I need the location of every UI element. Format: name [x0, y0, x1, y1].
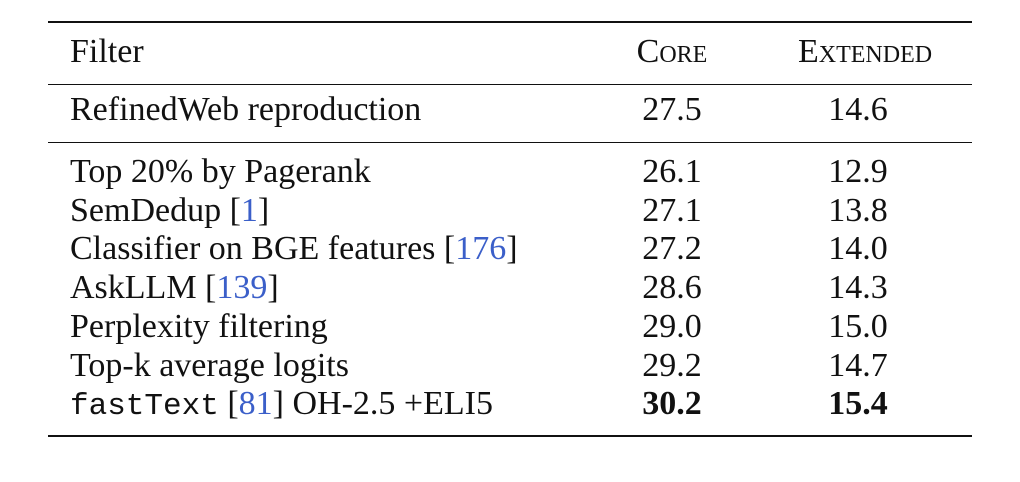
citation: 81: [238, 385, 273, 423]
filter-cell: Top 20% by Pagerank: [70, 153, 371, 191]
text-segment: RefinedWeb reproduction: [70, 91, 422, 128]
bottom-rule: [48, 435, 972, 437]
filter-cell: fastText [81] OH-2.5 +ELI5: [70, 385, 493, 425]
filter-cell: RefinedWeb reproduction: [70, 91, 421, 129]
filter-cell: AskLLM [139]: [70, 269, 279, 307]
core-cell: 29.2: [642, 346, 702, 384]
extended-cell: 14.0: [828, 230, 888, 268]
text-segment: ]: [267, 269, 279, 307]
top-rule: [48, 21, 972, 23]
core-cell: 30.2: [642, 385, 702, 423]
extended-cell: 14.7: [828, 346, 888, 384]
filter-cell: Perplexity filtering: [70, 308, 328, 346]
extended-cell: 12.9: [828, 153, 888, 190]
text-segment: fastText: [70, 389, 219, 425]
extended-cell: 15.0: [828, 307, 888, 345]
core-cell: 29.0: [642, 307, 702, 345]
core-cell: 26.1: [642, 153, 702, 190]
text-segment: AskLLM [: [70, 269, 217, 307]
text-segment: Top 20% by Pagerank: [70, 153, 371, 190]
text-segment: SemDedup [: [70, 191, 241, 229]
extended-cell: 14.3: [828, 269, 888, 307]
header-cell: Extended: [798, 33, 933, 70]
group-rule: [48, 142, 972, 143]
header-rule: [48, 84, 972, 85]
filter-cell: Classifier on BGE features [176]: [70, 230, 518, 268]
extended-cell: 15.4: [828, 385, 888, 423]
core-cell: 27.2: [642, 230, 702, 268]
text-segment: Perplexity filtering: [70, 307, 328, 345]
core-cell: 27.1: [642, 191, 702, 229]
text-segment: [: [218, 385, 239, 423]
text-segment: ]: [257, 191, 270, 229]
core-cell: 27.5: [642, 91, 702, 128]
extended-cell: 13.8: [828, 191, 888, 229]
citation: 139: [216, 269, 268, 307]
filter-cell: Top-k average logits: [70, 347, 349, 385]
text-segment: Classifier on BGE features [: [70, 230, 456, 268]
header-cell: Core: [636, 33, 708, 70]
citation: 176: [455, 230, 507, 268]
extended-cell: 14.6: [828, 91, 888, 128]
filter-cell: SemDedup [1]: [70, 192, 269, 230]
text-segment: Top-k average logits: [70, 346, 349, 384]
citation: 1: [240, 191, 258, 229]
core-cell: 28.6: [642, 269, 702, 307]
text-segment: ] OH-2.5 +ELI5: [272, 385, 493, 423]
header-cell: Filter: [70, 33, 144, 70]
text-segment: ]: [506, 230, 518, 268]
